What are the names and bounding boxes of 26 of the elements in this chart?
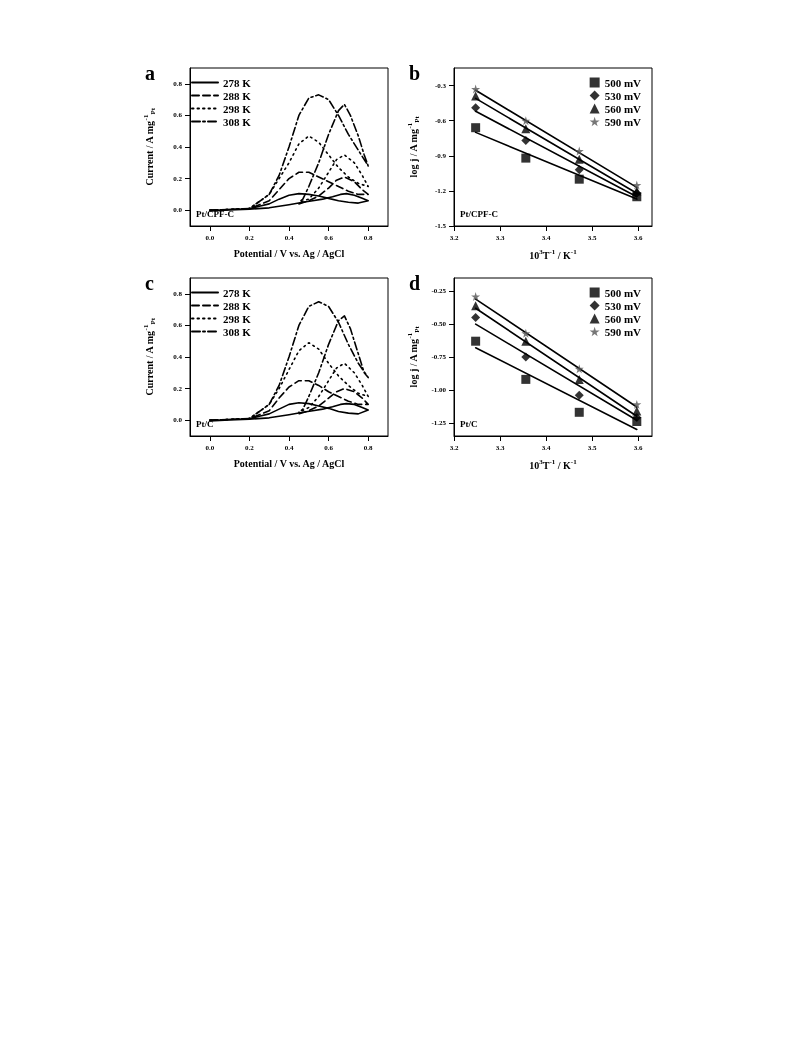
legend-label: 308 K [223,325,252,338]
legend-label: 298 K [223,102,252,115]
annotation: Pt/C [460,418,478,429]
legend-label: 500 mV [604,286,642,299]
x-axis-title: Potential / V vs. Ag / AgCl [233,457,345,469]
legend-label: 590 mV [604,115,642,128]
legend-label: 298 K [223,312,252,325]
annotation: Pt/CPF-C [196,208,234,219]
annotation: Pt/CPF-C [460,208,498,219]
x-axis-title: Potential / V vs. Ag / AgCl [233,247,345,259]
legend-label: 530 mV [604,299,642,312]
chart-title: d [409,272,421,294]
legend-label: 530 mV [604,89,642,102]
legend-label: 288 K [223,89,252,102]
legend-label: 308 K [223,115,252,128]
chart-title: b [409,62,421,84]
legend-label: 590 mV [604,325,642,338]
legend-label: 288 K [223,299,252,312]
legend-label: 560 mV [604,102,642,115]
legend-label: 560 mV [604,312,642,325]
legend-label: 278 K [223,76,252,89]
chart-title: a [145,62,155,84]
chart-title: c [145,272,154,294]
legend-label: 500 mV [604,76,642,89]
legend-label: 278 K [223,286,252,299]
annotation: Pt/C [196,418,214,429]
